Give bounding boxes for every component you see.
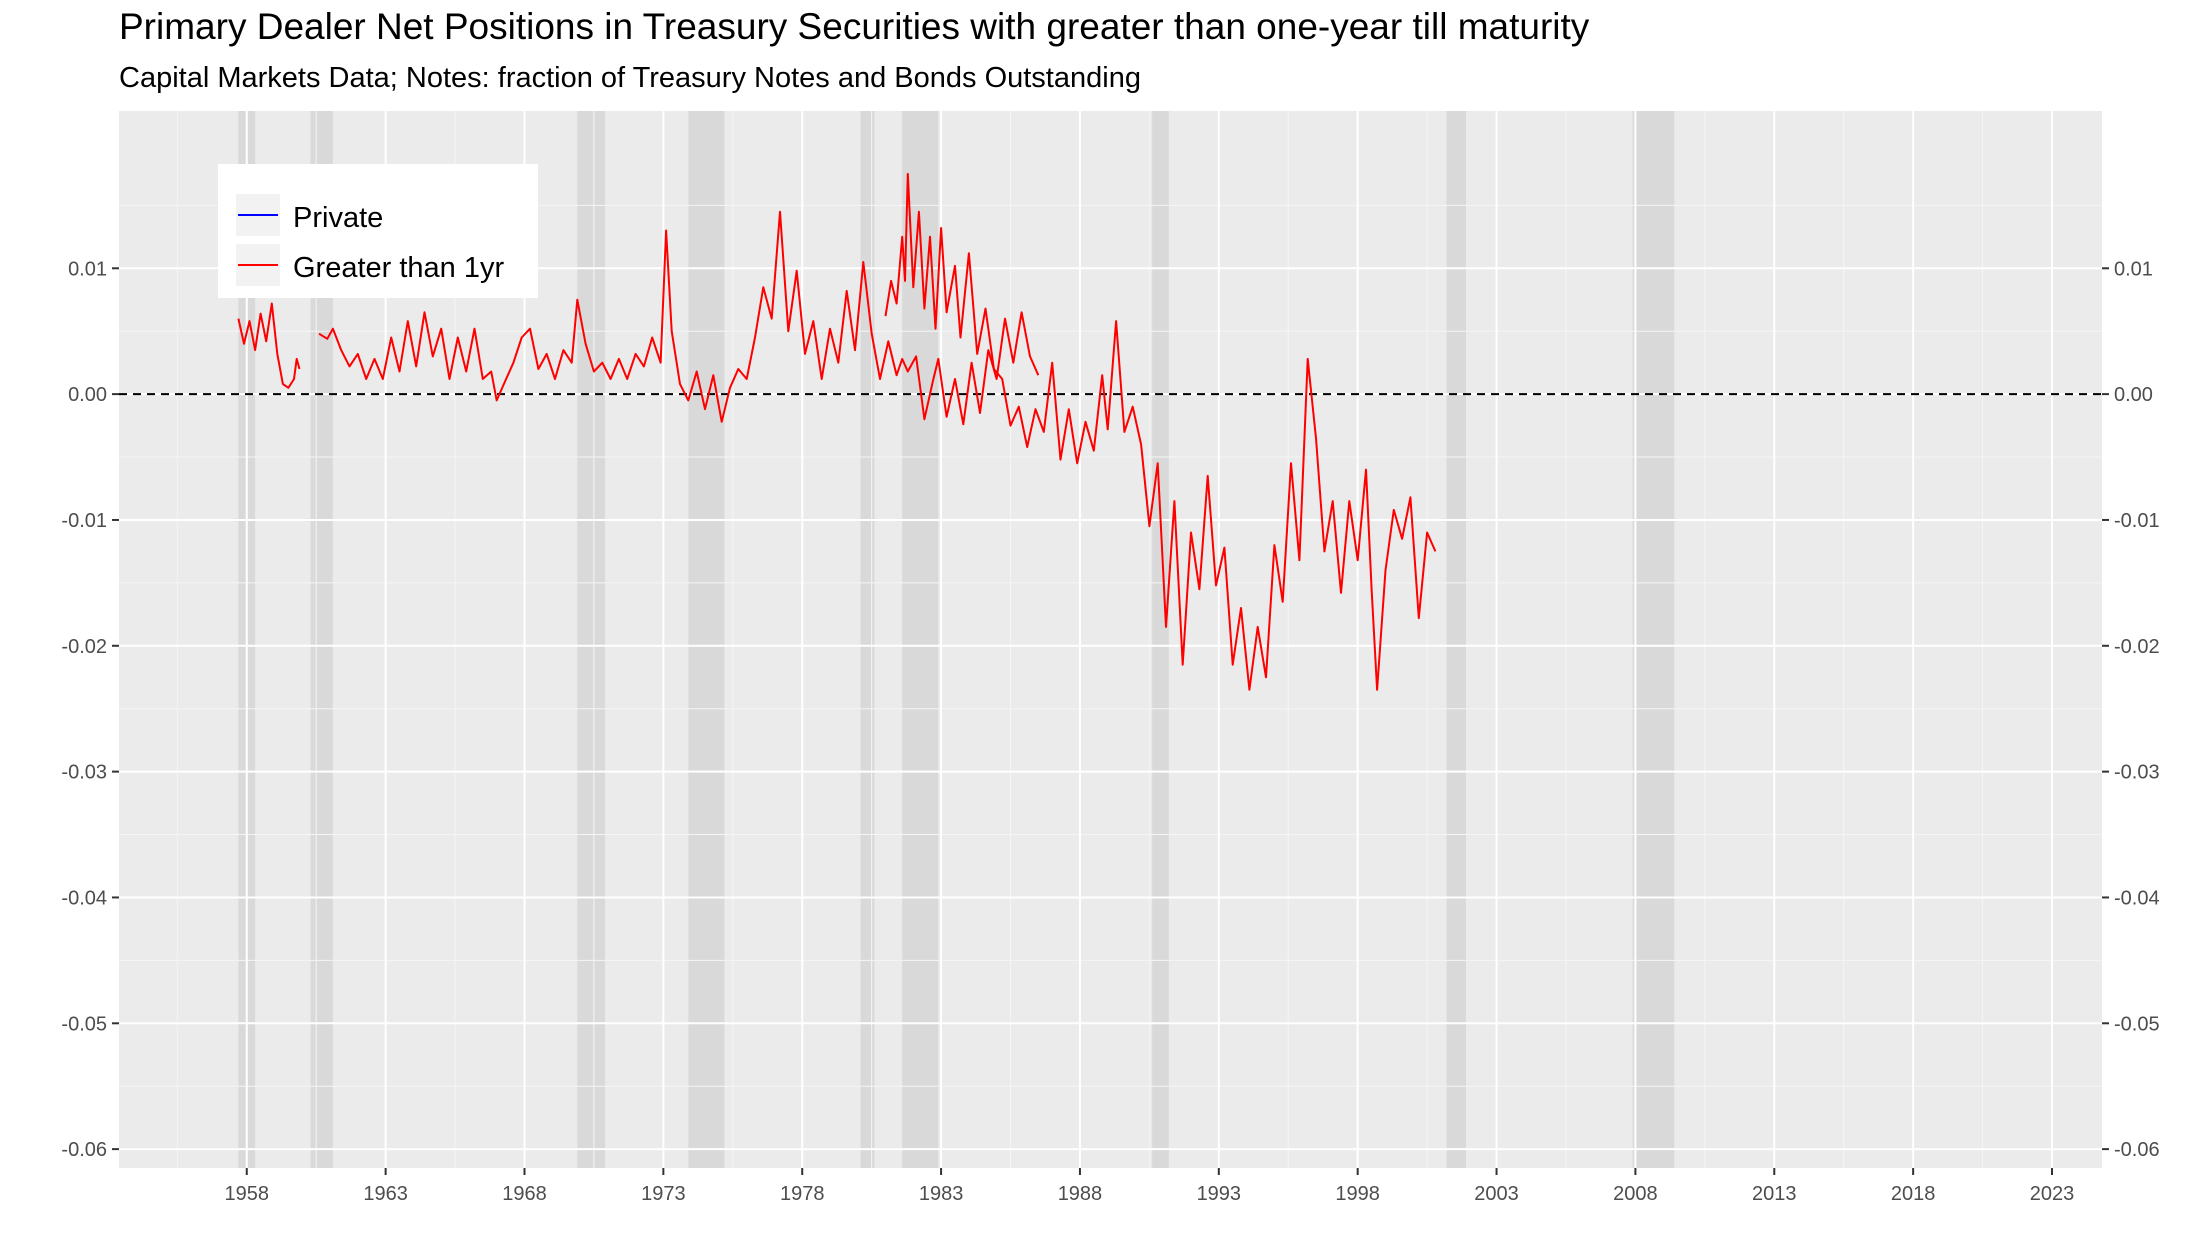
recession-band	[1446, 111, 1466, 1168]
x-tick-label: 2003	[1474, 1183, 1519, 1205]
chart-subtitle: Capital Markets Data; Notes: fraction of…	[119, 62, 1141, 94]
x-tick-label: 1978	[780, 1183, 825, 1205]
y-axis-right: 0.01 0.00 -0.01 -0.02 -0.03 -0.04 -0.05 -0.06	[2102, 258, 2160, 1161]
series-line-greater-than-1yr	[237, 302, 301, 389]
y-tick-label-right: 0.00	[2114, 384, 2153, 406]
chart-title: Primary Dealer Net Positions in Treasury…	[119, 6, 1590, 47]
y-axis-left: 0.01 0.00 -0.01 -0.02 -0.03 -0.04 -0.05 -0.06	[61, 258, 119, 1161]
y-tick-label-left: -0.02	[61, 636, 107, 658]
y-tick-label-right: 0.01	[2114, 258, 2153, 280]
y-tick-label-left: -0.01	[61, 510, 107, 532]
x-tick-label: 1988	[1058, 1183, 1103, 1205]
legend: Private Greater than 1yr	[218, 164, 538, 298]
x-tick-label: 1998	[1335, 1183, 1380, 1205]
legend-label-greater-than-1yr: Greater than 1yr	[293, 252, 504, 284]
x-tick-label: 1973	[641, 1183, 686, 1205]
major-gridlines	[119, 111, 2102, 1168]
y-tick-label-right: -0.03	[2114, 762, 2160, 784]
recession-band	[688, 111, 725, 1168]
recession-band	[577, 111, 606, 1168]
x-tick-label: 1993	[1197, 1183, 1242, 1205]
series-lines	[237, 172, 1437, 691]
x-tick-label: 2018	[1891, 1183, 1936, 1205]
y-tick-label-left: 0.01	[68, 258, 107, 280]
y-tick-label-left: -0.03	[61, 762, 107, 784]
x-tick-label: 1963	[363, 1183, 408, 1205]
y-tick-label-left: 0.00	[68, 384, 107, 406]
x-tick-label: 2023	[2030, 1183, 2075, 1205]
y-tick-label-left: -0.04	[61, 887, 107, 909]
x-tick-label: 1983	[919, 1183, 964, 1205]
recession-band	[860, 111, 875, 1168]
y-tick-label-right: -0.01	[2114, 510, 2160, 532]
y-tick-label-right: -0.02	[2114, 636, 2160, 658]
x-tick-label: 1968	[502, 1183, 547, 1205]
recession-band	[1632, 111, 1675, 1168]
y-tick-label-right: -0.05	[2114, 1013, 2160, 1035]
x-axis: 1958 1963 1968 1973 1978 1983 1988 1993 1998 2003…	[225, 1168, 2075, 1205]
y-tick-label-right: -0.06	[2114, 1139, 2160, 1161]
y-tick-label-left: -0.05	[61, 1013, 107, 1035]
recession-band	[1152, 111, 1169, 1168]
x-tick-label: 1958	[225, 1183, 270, 1205]
series-line-greater-than-1yr	[318, 210, 1040, 426]
x-tick-label: 2013	[1752, 1183, 1797, 1205]
series-line-greater-than-1yr	[884, 172, 1437, 691]
y-tick-label-left: -0.06	[61, 1139, 107, 1161]
legend-label-private: Private	[293, 202, 383, 234]
y-tick-label-right: -0.04	[2114, 887, 2160, 909]
x-tick-label: 2008	[1613, 1183, 1658, 1205]
